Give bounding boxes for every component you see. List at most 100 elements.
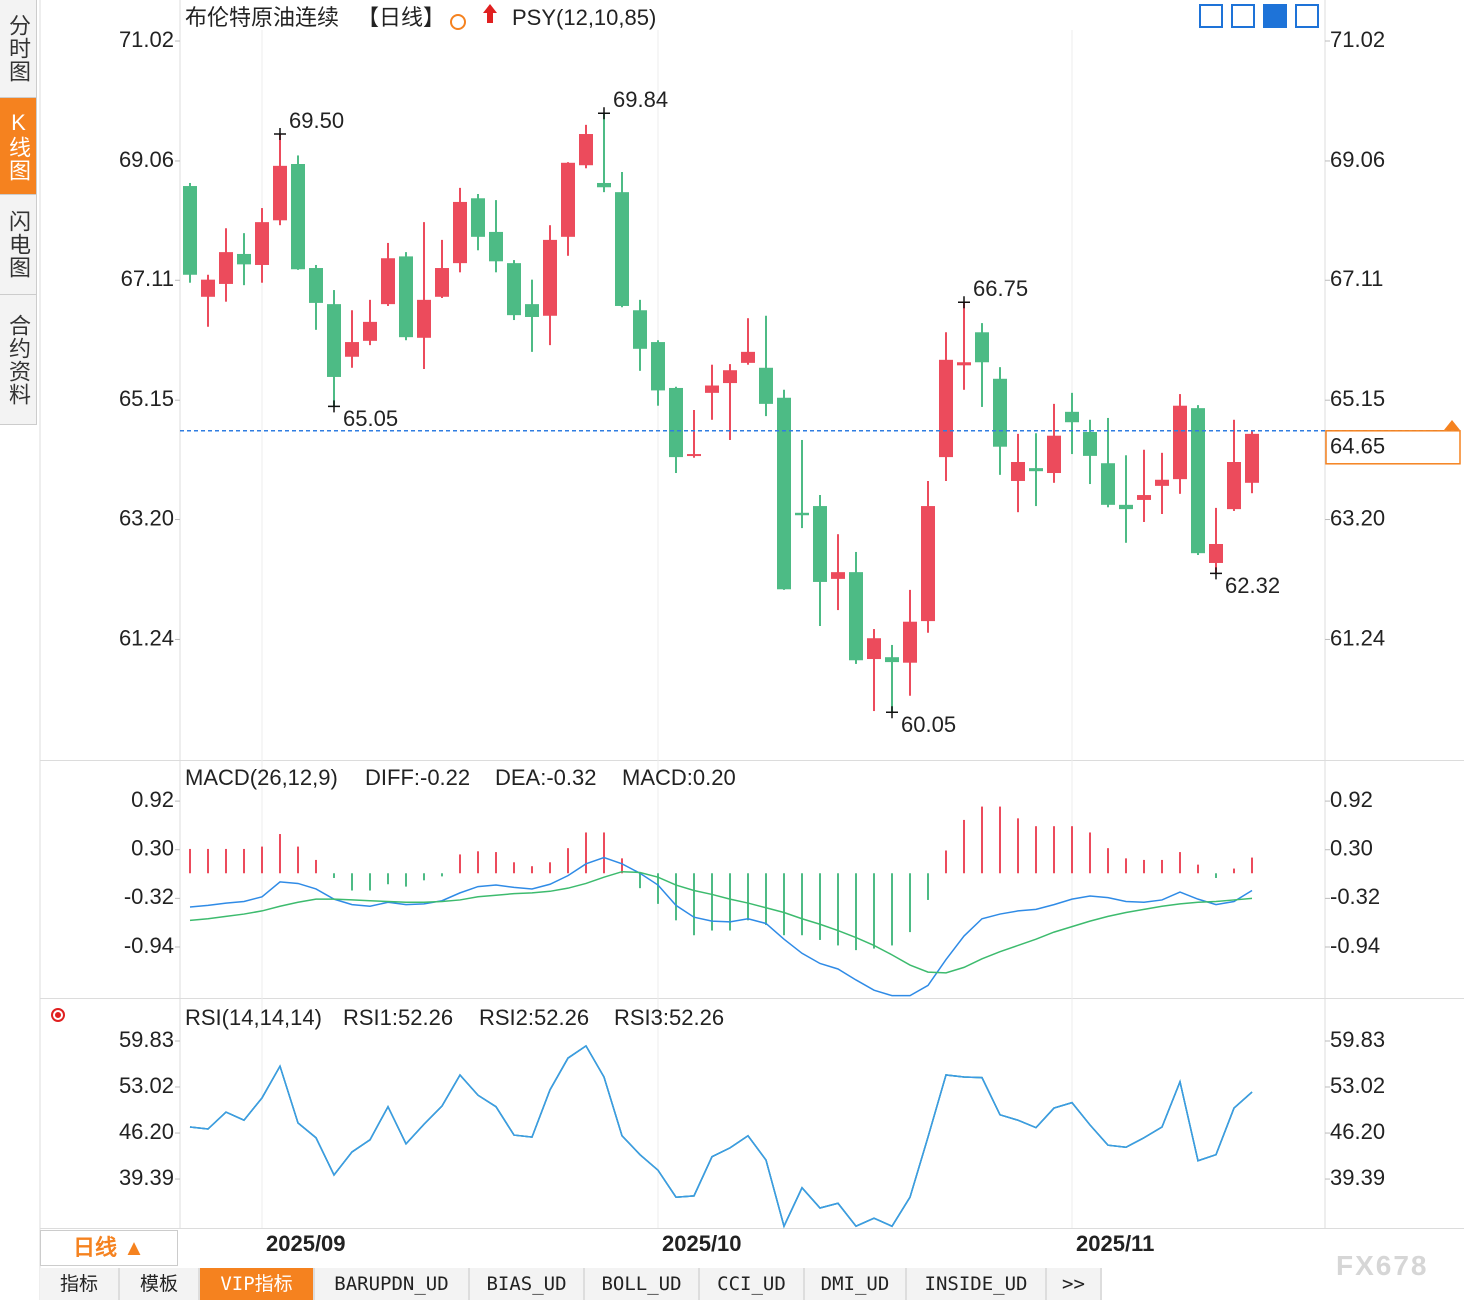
legend-entry: RSI1:52.26: [343, 1005, 453, 1030]
legend-entry: MACD:0.20: [622, 765, 736, 790]
candle-body: [1173, 405, 1187, 480]
chart-title: 布伦特原油连续: [185, 5, 339, 30]
candle-body: [345, 342, 359, 357]
tab[interactable]: BARUPDN_UD: [315, 1268, 470, 1300]
legend-entry: RSI3:52.26: [614, 1005, 724, 1030]
candle-body: [957, 362, 971, 366]
y-tick-label: 69.06: [119, 147, 174, 172]
candle-body: [795, 512, 809, 516]
price-marker: [1444, 420, 1460, 430]
tab[interactable]: >>: [1047, 1268, 1102, 1300]
tab[interactable]: CCI_UD: [700, 1268, 805, 1300]
extreme-label: 60.05: [901, 712, 956, 737]
candle-body: [939, 359, 953, 458]
candle-body: [615, 192, 629, 306]
y-tick-label-right: 61.24: [1330, 625, 1385, 650]
y-tick-label: 39.39: [119, 1165, 174, 1190]
candle-body: [1101, 463, 1115, 505]
candle-body: [327, 304, 341, 377]
tab[interactable]: BIAS_UD: [470, 1268, 585, 1300]
candle-body: [399, 256, 413, 338]
last-price-label: 64.65: [1330, 434, 1385, 459]
toolbar-icons[interactable]: [1199, 4, 1319, 28]
sidebar-tab[interactable]: K线图: [0, 98, 37, 195]
candle-body: [543, 239, 557, 316]
candle-body: [219, 252, 233, 284]
watermark: FX678: [1336, 1250, 1429, 1281]
series-line: [189, 1044, 1253, 1229]
extreme-label: 62.32: [1225, 573, 1280, 598]
y-tick-label-right: 39.39: [1330, 1165, 1385, 1190]
sidebar-tab[interactable]: 分时图: [0, 0, 37, 98]
extreme-marker: [274, 128, 286, 141]
candle-body: [363, 321, 377, 341]
candle-body: [417, 299, 431, 338]
candle-body: [705, 385, 719, 393]
sidebar-tab[interactable]: 闪电图: [0, 195, 37, 295]
extreme-label: 69.50: [289, 108, 344, 133]
candle-body: [525, 304, 539, 317]
candle-body: [1119, 504, 1133, 510]
extreme-marker: [886, 706, 898, 719]
y-tick-label-right: 67.11: [1330, 266, 1383, 291]
candle-body: [723, 370, 737, 384]
candle-body: [183, 186, 197, 275]
period-label: 【日线】: [357, 5, 445, 30]
y-tick-label: 0.30: [131, 836, 174, 861]
series-line: [189, 1044, 1253, 1229]
add-icon[interactable]: [450, 14, 466, 30]
candle-body: [867, 638, 881, 660]
candle-body: [1065, 411, 1079, 423]
candle-body: [759, 367, 773, 404]
indicator-tabs: 指标 模板 VIP指标 BARUPDN_UD BIAS_UD BOLL_UD C…: [40, 1268, 1102, 1300]
candle-body: [381, 258, 395, 305]
candle-body: [1011, 462, 1025, 481]
extreme-label: 65.05: [343, 406, 398, 431]
tab[interactable]: VIP指标: [200, 1268, 315, 1300]
series-line: [189, 870, 1253, 974]
period-button[interactable]: 日线 ▲: [40, 1230, 178, 1266]
candle-body: [903, 621, 917, 663]
series-line: [189, 1044, 1253, 1229]
sidebar-tab[interactable]: 合约资料: [0, 295, 37, 425]
extreme-label: 69.84: [613, 87, 668, 112]
y-tick-label: 67.11: [121, 266, 174, 291]
candle-body: [921, 506, 935, 622]
candle-body: [291, 164, 305, 270]
y-tick-label: 61.24: [119, 625, 174, 650]
candle-body: [1155, 479, 1169, 486]
tab[interactable]: INSIDE_UD: [907, 1268, 1047, 1300]
x-tick-label: 2025/10: [662, 1231, 742, 1256]
candle-body: [1047, 435, 1061, 474]
candle-body: [777, 397, 791, 590]
y-tick-label-right: -0.94: [1330, 933, 1380, 958]
tab[interactable]: 模板: [120, 1268, 200, 1300]
y-tick-label-right: 63.20: [1330, 505, 1385, 530]
candle-body: [237, 253, 251, 265]
tab[interactable]: DMI_UD: [805, 1268, 907, 1300]
candle-body: [1029, 468, 1043, 472]
legend-entry: RSI2:52.26: [479, 1005, 589, 1030]
tab[interactable]: BOLL_UD: [585, 1268, 700, 1300]
candle-body: [651, 342, 665, 391]
candle-body: [309, 268, 323, 303]
y-tick-label-right: 71.02: [1330, 27, 1385, 52]
candle-body: [687, 454, 701, 457]
candle-body: [1191, 408, 1205, 554]
extreme-marker: [328, 400, 340, 413]
panel-title: RSI(14,14,14): [185, 1005, 322, 1030]
y-tick-label: 59.83: [119, 1027, 174, 1052]
extreme-marker: [1210, 567, 1222, 580]
settings-icon[interactable]: [51, 1008, 65, 1022]
candle-body: [813, 506, 827, 582]
candle-body: [1137, 495, 1151, 500]
candle-body: [597, 182, 611, 188]
y-tick-label: 71.02: [119, 27, 174, 52]
y-tick-label-right: 65.15: [1330, 386, 1385, 411]
last-price-box: [1325, 430, 1461, 465]
tab[interactable]: 指标: [40, 1268, 120, 1300]
y-tick-label-right: 46.20: [1330, 1119, 1385, 1144]
y-tick-label: 65.15: [119, 386, 174, 411]
